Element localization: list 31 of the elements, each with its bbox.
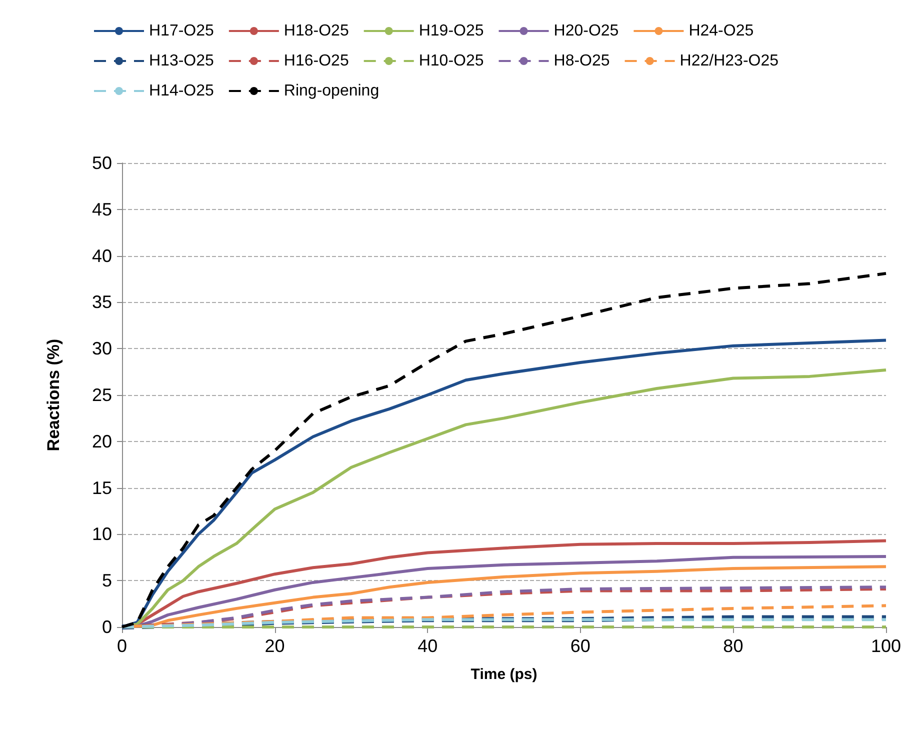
legend-label: H16-O25 <box>284 52 349 70</box>
legend-label: H14-O25 <box>149 82 214 100</box>
legend-label: H8-O25 <box>554 52 610 70</box>
y-tick-label: 10 <box>92 524 112 544</box>
x-axis-title: Time (ps) <box>470 666 538 683</box>
x-tick-label: 20 <box>264 636 285 656</box>
x-tick-label: 60 <box>570 636 590 656</box>
legend-label: H13-O25 <box>149 52 214 70</box>
y-tick-label: 20 <box>92 431 112 452</box>
x-tick-label: 80 <box>723 636 744 656</box>
y-tick-label: 40 <box>92 246 112 266</box>
y-tick-label: 35 <box>92 292 112 312</box>
legend-label: H20-O25 <box>554 22 619 40</box>
x-tick-label: 40 <box>418 636 438 656</box>
legend-label: H17-O25 <box>149 22 214 40</box>
x-tick-label: 100 <box>870 636 902 656</box>
y-tick-label: 25 <box>92 385 112 405</box>
y-tick-label: 5 <box>102 570 112 591</box>
x-tick-label: 0 <box>116 636 128 656</box>
legend-label: Ring-opening <box>284 82 380 100</box>
legend-label: H24-O25 <box>688 22 754 40</box>
y-tick-label: 0 <box>102 617 112 637</box>
legend-label: H18-O25 <box>284 22 349 40</box>
legend-label: H19-O25 <box>418 22 484 40</box>
legend-label: H10-O25 <box>418 52 484 70</box>
y-tick-label: 15 <box>92 478 112 498</box>
y-axis-title: Reactions (%) <box>44 338 63 452</box>
legend-label: H22/H23-O25 <box>680 52 779 70</box>
y-tick-label: 45 <box>92 199 112 220</box>
y-tick-label: 30 <box>92 338 112 359</box>
y-tick-label: 50 <box>92 153 112 173</box>
